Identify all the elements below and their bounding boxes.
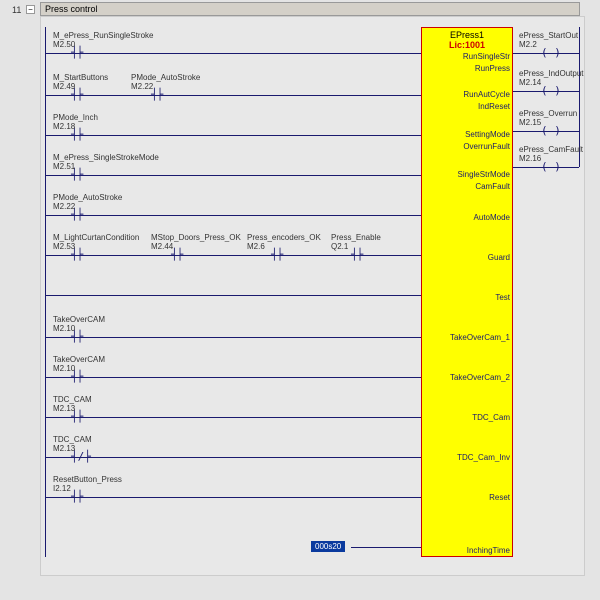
out-addr-1: M2.14 [519, 78, 541, 87]
c5-2n: Press_encoders_OK [247, 233, 321, 242]
pin-runautcycle: RunAutCycle [422, 90, 510, 99]
c6n: TakeOverCAM [53, 315, 105, 324]
pin-tdccaminv: TDC_Cam_Inv [422, 453, 510, 462]
c8n: TDC_CAM [53, 395, 92, 404]
ladder-diagram: EPress1 Lic:1001 RunSingleStr RunPress R… [40, 16, 585, 576]
pin-reset: Reset [422, 493, 510, 502]
pin-settingmode: SettingMode [422, 130, 510, 139]
c1-0a: M2.49 [53, 82, 75, 91]
pin-indreset: IndReset [422, 102, 510, 111]
out-addr-3: M2.16 [519, 154, 541, 163]
c5-3a: Q2.1 [331, 242, 348, 251]
c8a: M2.13 [53, 404, 75, 413]
plc-ladder-canvas: 11 − Press control EPress1 Lic:1001 RunS… [0, 0, 600, 600]
c5-0n: M_LightCurtanCondition [53, 233, 139, 242]
out-addr-0: M2.2 [519, 40, 537, 49]
c5-3n: Press_Enable [331, 233, 381, 242]
expand-toggle[interactable]: − [26, 5, 35, 14]
c2n: PMode_Inch [53, 113, 98, 122]
out-addr-2: M2.15 [519, 118, 541, 127]
c0a: M2.50 [53, 40, 75, 49]
pin-tdccam: TDC_Cam [422, 413, 510, 422]
c1-1a: M2.22 [131, 82, 153, 91]
coil-3: ( ) [541, 160, 561, 173]
block-name: EPress1 [422, 28, 512, 40]
block-lic: Lic:1001 [422, 40, 512, 50]
rung9 [45, 457, 421, 458]
constant-value: 000s20 [311, 541, 345, 552]
rung6 [45, 337, 421, 338]
pin-singlestrmode: SingleStrMode [422, 170, 510, 179]
pin-guard: Guard [422, 253, 510, 262]
c4n: PMode_AutoStroke [53, 193, 122, 202]
c10a: I2.12 [53, 484, 71, 493]
network-title: Press control [40, 2, 580, 16]
coil-1: ( ) [541, 84, 561, 97]
c5-2: ┤├ [271, 248, 282, 261]
rung1 [45, 95, 421, 96]
rung-test [45, 295, 421, 296]
rung2 [45, 135, 421, 136]
network-number: 11 [12, 5, 21, 15]
rung5 [45, 255, 421, 256]
out-name-2: ePress_Overrun [519, 109, 577, 118]
out-name-3: ePress_CamFault [519, 145, 583, 154]
rung3 [45, 175, 421, 176]
rung10 [45, 497, 421, 498]
c3n: M_ePress_SingleStrokeMode [53, 153, 159, 162]
pin-test: Test [422, 293, 510, 302]
out-name-1: ePress_IndOutput [519, 69, 583, 78]
c5-3: ┤├ [351, 248, 362, 261]
c3a: M2.51 [53, 162, 75, 171]
function-block: EPress1 Lic:1001 RunSingleStr RunPress R… [421, 27, 513, 557]
c9a: M2.13 [53, 444, 75, 453]
pin-overrunfault: OverrunFault [422, 142, 510, 151]
c5-0a: M2.53 [53, 242, 75, 251]
pin-automode: AutoMode [422, 213, 510, 222]
c7n: TakeOverCAM [53, 355, 105, 364]
coil-2: ( ) [541, 124, 561, 137]
pin-runpress: RunPress [422, 64, 510, 73]
c7a: M2.10 [53, 364, 75, 373]
c1-0n: M_StartButtons [53, 73, 108, 82]
c6a: M2.10 [53, 324, 75, 333]
c2a: M2.18 [53, 122, 75, 131]
c10: ┤├ [71, 490, 82, 503]
rung0 [45, 53, 421, 54]
pin-takeovercam1: TakeOverCam_1 [422, 333, 510, 342]
c1-1n: PMode_AutoStroke [131, 73, 200, 82]
c5-1n: MStop_Doors_Press_OK [151, 233, 241, 242]
pin-takeovercam2: TakeOverCam_2 [422, 373, 510, 382]
pin-inchingtime: InchingTime [422, 546, 510, 555]
coil-0: ( ) [541, 46, 561, 59]
const-wire [351, 547, 421, 548]
c4a: M2.22 [53, 202, 75, 211]
c5-2a: M2.6 [247, 242, 265, 251]
pin-camfault: CamFault [422, 182, 510, 191]
c5-1a: M2.44 [151, 242, 173, 251]
out-name-0: ePress_StartOut [519, 31, 578, 40]
rung8 [45, 417, 421, 418]
rung4 [45, 215, 421, 216]
rung7 [45, 377, 421, 378]
pin-runsinglestr: RunSingleStr [422, 52, 510, 61]
c10n: ResetButton_Press [53, 475, 122, 484]
c9n: TDC_CAM [53, 435, 92, 444]
left-rail [45, 27, 46, 557]
c0n: M_ePress_RunSingleStroke [53, 31, 154, 40]
